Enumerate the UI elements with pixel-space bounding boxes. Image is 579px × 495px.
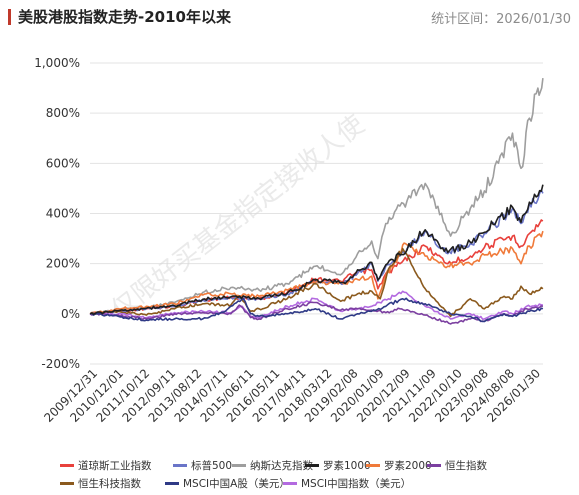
legend-label: MSCI中国指数（美元） xyxy=(301,478,412,490)
legend-label: MSCI中国A股（美元） xyxy=(183,478,290,490)
legend-item[interactable]: 纳斯达克指数 xyxy=(232,458,313,473)
legend-label: 罗素2000 xyxy=(384,460,432,472)
legend-item[interactable]: 罗素1000 xyxy=(305,458,371,473)
legend-swatch xyxy=(232,464,246,467)
legend-item[interactable]: MSCI中国指数（美元） xyxy=(283,476,411,491)
legend-swatch xyxy=(427,464,441,467)
y-tick-label: 600% xyxy=(46,156,80,170)
legend-label: 恒生指数 xyxy=(445,460,487,472)
legend-item[interactable]: MSCI中国A股（美元） xyxy=(165,476,290,491)
chart-title: 美股港股指数走势-2010年以来 xyxy=(18,8,231,26)
y-tick-label: -200% xyxy=(41,357,80,371)
legend-item[interactable]: 恒生科技指数 xyxy=(60,476,141,491)
series-line xyxy=(89,301,544,325)
legend-row: 道琼斯工业指数 标普500 纳斯达克指数 罗素1000 罗素2000 恒生指数 xyxy=(60,458,560,476)
y-tick-label: 400% xyxy=(46,207,80,221)
stat-range-label: 统计区间：2026/01/30 xyxy=(431,12,571,27)
series-line xyxy=(89,184,544,315)
legend-swatch xyxy=(60,464,74,467)
legend-label: 道琼斯工业指数 xyxy=(78,460,152,472)
legend-label: 纳斯达克指数 xyxy=(250,460,313,472)
series-line xyxy=(89,290,544,320)
y-tick-label: 0% xyxy=(61,307,80,321)
legend-swatch xyxy=(60,482,74,485)
legend-swatch xyxy=(173,464,187,467)
legend-item[interactable]: 标普500 xyxy=(173,458,232,473)
legend-swatch xyxy=(366,464,380,467)
legend-label: 罗素1000 xyxy=(323,460,371,472)
x-axis: 2009/12/312010/12/012011/10/122012/09/11… xyxy=(41,366,543,425)
legend-label: 恒生科技指数 xyxy=(78,478,141,490)
legend-swatch xyxy=(283,482,297,485)
series-line xyxy=(90,297,544,323)
legend-label: 标普500 xyxy=(191,460,233,472)
legend-item[interactable]: 道琼斯工业指数 xyxy=(60,458,152,473)
legend-item[interactable]: 罗素2000 xyxy=(366,458,432,473)
legend: 道琼斯工业指数 标普500 纳斯达克指数 罗素1000 罗素2000 恒生指数恒生科技指数… xyxy=(60,458,560,494)
y-axis: -200% 0% 200% 400% 600% 800% 1,000% xyxy=(34,56,80,371)
y-tick-label: 800% xyxy=(46,106,80,120)
line-chart: 仅限好买基金指定接收人使 -200%0%200%400%600%800%1,00… xyxy=(34,56,544,425)
title-accent-bar xyxy=(8,9,11,25)
legend-swatch xyxy=(165,482,179,485)
legend-row: 恒生科技指数 MSCI中国A股（美元） MSCI中国指数（美元） xyxy=(60,476,560,494)
legend-item[interactable]: 恒生指数 xyxy=(427,458,487,473)
y-tick-label: 1,000% xyxy=(34,56,80,70)
series-line xyxy=(89,247,544,318)
y-tick-label: 200% xyxy=(46,257,80,271)
series-layer xyxy=(89,78,544,325)
legend-swatch xyxy=(305,464,319,467)
header: 美股港股指数走势-2010年以来 统计区间：2026/01/30 xyxy=(0,0,579,34)
